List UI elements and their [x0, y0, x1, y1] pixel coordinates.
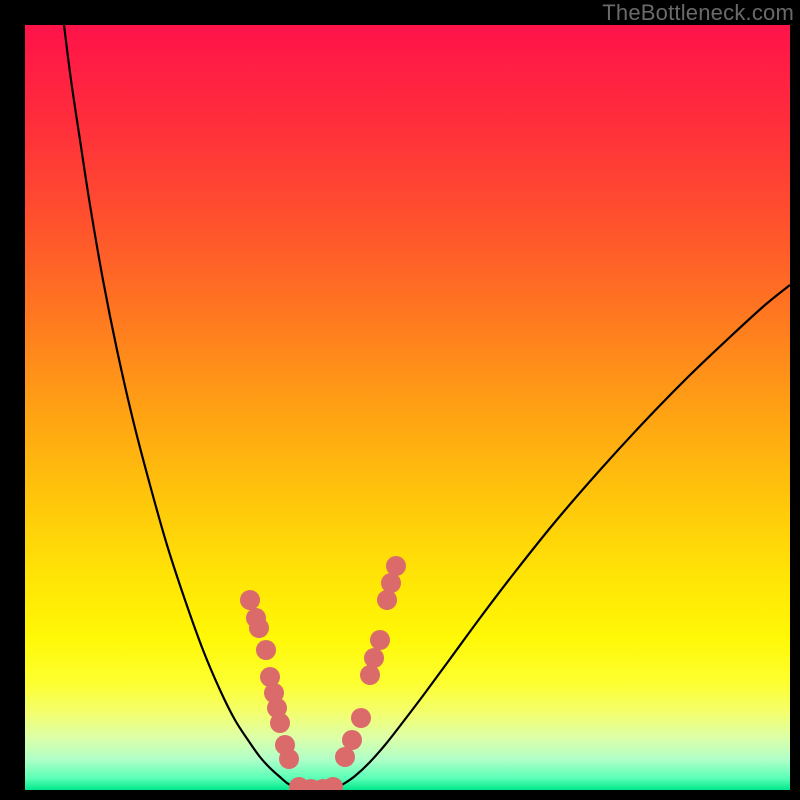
gradient-background: [25, 25, 790, 790]
plot-area: [25, 25, 790, 790]
watermark-text: TheBottleneck.com: [602, 0, 794, 26]
